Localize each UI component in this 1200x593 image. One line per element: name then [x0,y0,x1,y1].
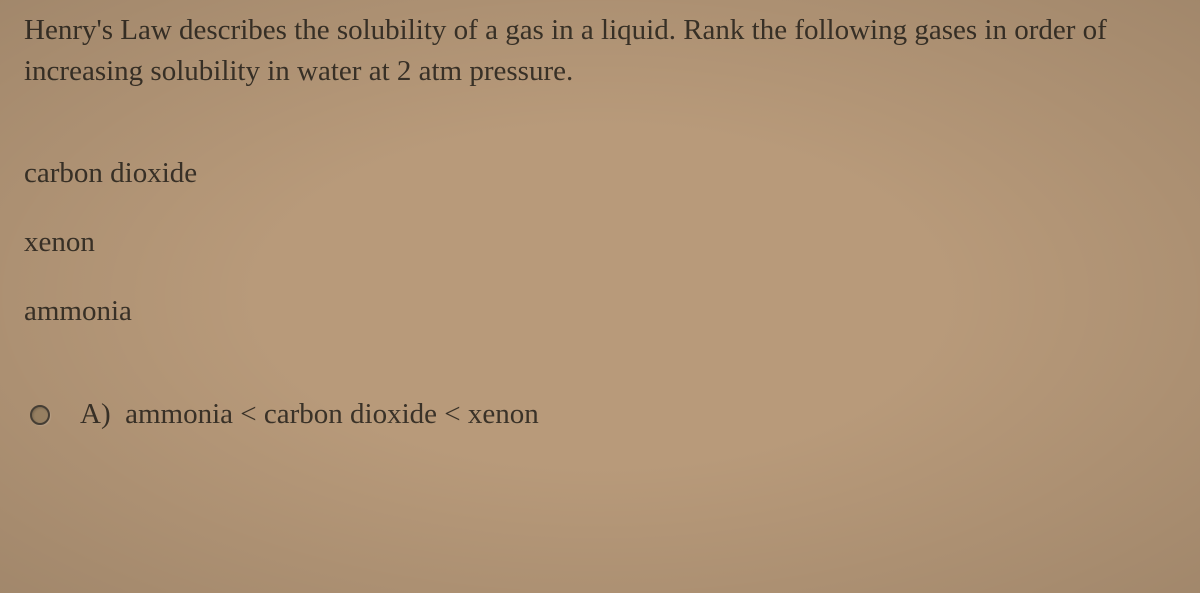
question-prompt: Henry's Law describes the solubility of … [24,10,1176,91]
question-page: Henry's Law describes the solubility of … [0,0,1200,431]
answer-option-a[interactable]: A) ammonia < carbon dioxide < xenon [30,398,1176,431]
gas-list: carbon dioxide xenon ammonia [24,159,1176,326]
option-letter: A) [80,398,111,430]
list-item: xenon [24,228,1176,257]
option-content: ammonia < carbon dioxide < xenon [125,398,539,430]
list-item: carbon dioxide [24,159,1176,188]
radio-icon[interactable] [30,405,50,425]
answer-text: A) ammonia < carbon dioxide < xenon [80,398,539,431]
list-item: ammonia [24,297,1176,326]
